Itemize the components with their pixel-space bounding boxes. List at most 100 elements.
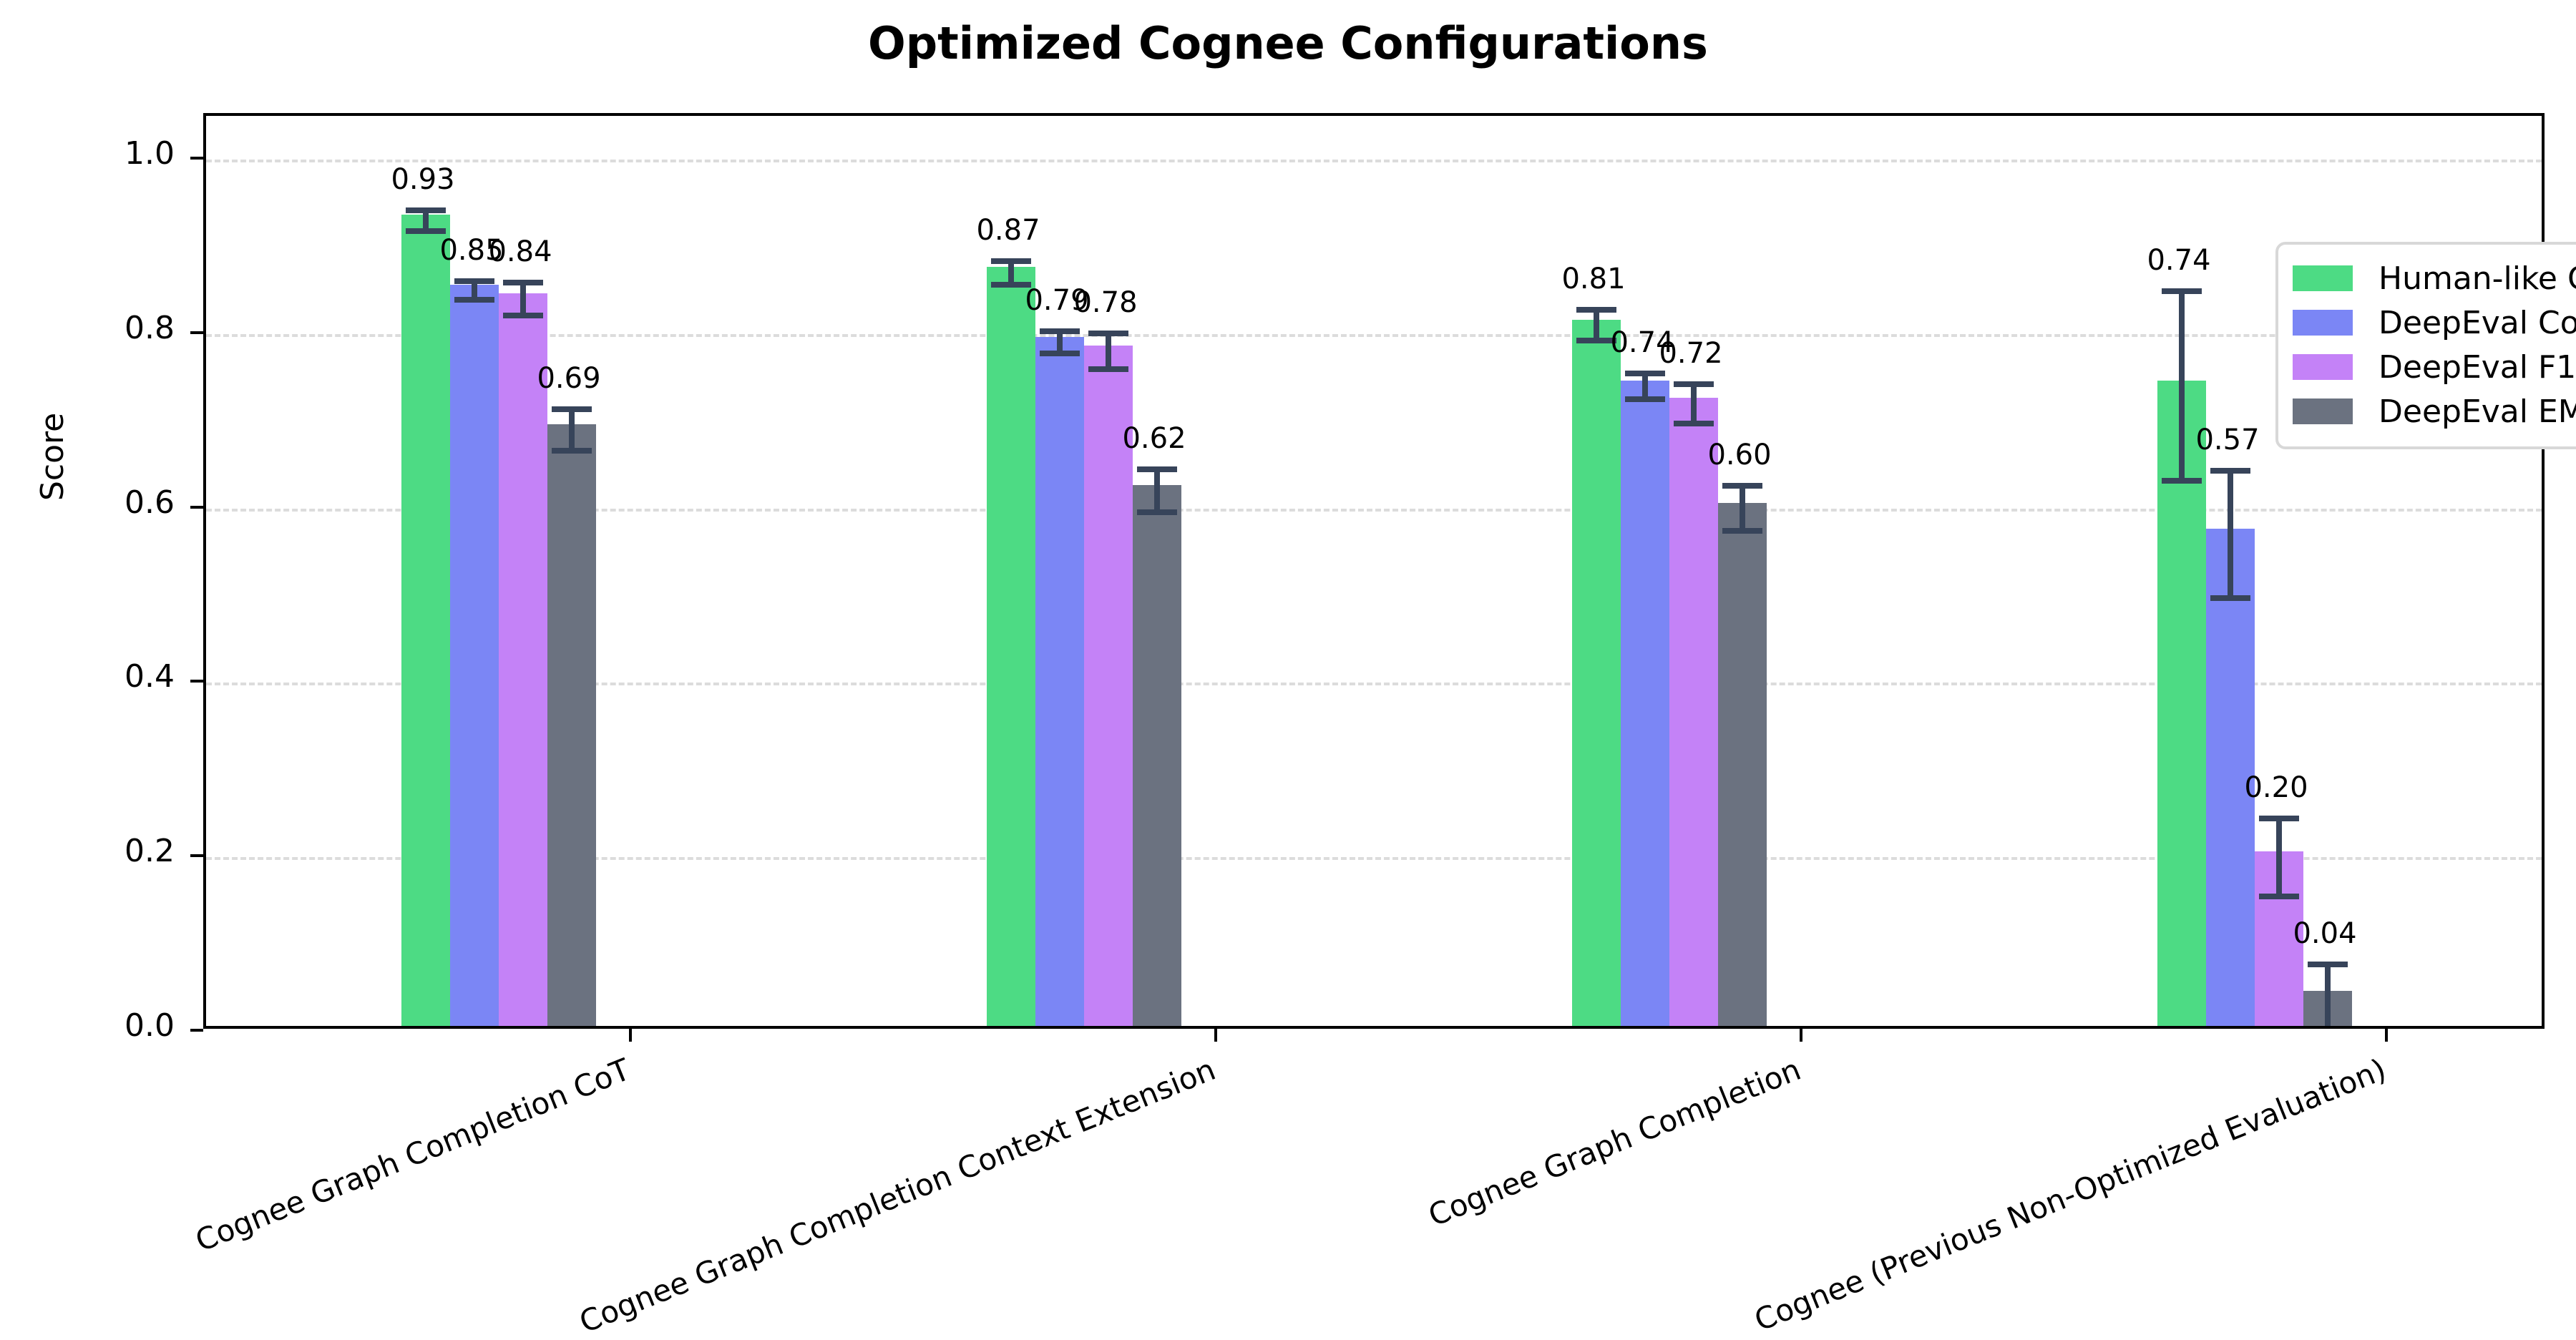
error-bar-cap-bottom [1576,338,1616,344]
bar-value-label: 0.20 [2244,771,2308,804]
bar[interactable] [1133,485,1181,1026]
legend-color-swatch [2293,398,2353,424]
legend-item[interactable]: DeepEval EM [2293,389,2576,434]
bar[interactable] [1718,502,1767,1026]
error-bar-cap-bottom [1722,527,1762,534]
y-axis-tick-label: 0.0 [125,1007,175,1044]
error-bar-line [1740,483,1745,534]
error-bar-cap-bottom [1040,351,1080,357]
error-bar-cap-top [2162,288,2202,295]
error-bar-line [2325,962,2331,1026]
legend-item[interactable]: DeepEval F1 [2293,345,2576,389]
bar[interactable] [499,293,547,1026]
bar-value-label: 0.79 [1025,284,1089,318]
error-bar-cap-top [454,278,494,284]
error-bar-cap-bottom [1674,420,1714,426]
bar-value-label: 0.57 [2195,424,2260,457]
error-bar-cap-bottom [503,312,543,318]
error-bar-line [1594,306,1599,344]
y-axis-tick-label: 0.6 [125,484,175,521]
error-bar-cap-bottom [454,296,494,303]
x-axis-tick-label: Cognee Graph Completion [1423,1052,1806,1233]
plot-inner [206,116,2542,1026]
figure-canvas: Optimized Cognee Configurations Score 0.… [34,17,2576,1340]
error-bar-line [1154,466,1160,516]
error-bar-cap-top [991,258,1031,264]
error-bar-line [472,278,477,303]
error-bar-cap-top [1576,306,1616,313]
bar-value-label: 0.62 [1122,422,1186,456]
bar[interactable] [1572,319,1621,1026]
bar-value-label: 0.74 [2147,244,2211,278]
error-bar-line [1057,328,1063,357]
legend-item-label: DeepEval F1 [2379,348,2576,386]
error-bar-cap-top [406,207,446,213]
error-bar-cap-bottom [1088,366,1128,373]
bar-value-label: 0.87 [976,213,1040,247]
legend-item[interactable]: Human-like Correctness [2293,256,2576,300]
error-bar-cap-bottom [2210,595,2250,601]
gridline [206,159,2542,162]
legend-item-label: DeepEval Correctness [2379,304,2576,341]
bar[interactable] [987,267,1035,1026]
bar-value-label: 0.60 [1707,439,1772,472]
bar[interactable] [1621,380,1669,1026]
bar[interactable] [401,215,450,1026]
error-bar-line [1642,370,1648,402]
x-axis-tick-label: Cognee (Previous Non-Optimized Evaluatio… [1750,1052,2391,1339]
bar-value-label: 0.69 [537,361,601,395]
bar-value-label: 0.81 [1561,262,1626,295]
error-bar-cap-top [2210,468,2250,474]
error-bar-cap-bottom [991,282,1031,288]
error-bar-cap-top [552,406,592,412]
legend-item-label: DeepEval EM [2379,393,2576,430]
bar[interactable] [1669,398,1718,1026]
gridline [206,857,2542,861]
error-bar-line [2179,288,2185,484]
error-bar-cap-bottom [406,228,446,234]
bar[interactable] [1084,346,1133,1026]
plot-area: Human-like Correctness DeepEval Correctne… [203,113,2576,1029]
y-axis-tick-label: 0.4 [125,658,175,695]
bar-value-label: 0.78 [1073,285,1138,319]
y-axis-tick-mark [190,331,203,334]
error-bar-cap-top [503,280,543,286]
x-axis-tick-label: Cognee Graph Completion CoT [190,1052,635,1258]
bar-value-label: 0.85 [439,233,504,267]
legend-color-swatch [2293,265,2353,291]
bar-value-label: 0.04 [2293,917,2357,951]
y-axis-tick-label: 1.0 [125,135,175,172]
error-bar-cap-bottom [2259,893,2299,899]
y-axis-tick-mark [190,1029,203,1032]
legend-color-swatch [2293,354,2353,380]
legend-item[interactable]: DeepEval Correctness [2293,300,2576,345]
error-bar-cap-top [1040,328,1080,335]
error-bar-line [520,280,526,318]
bar[interactable] [547,424,596,1026]
error-bar-line [569,406,575,454]
x-axis-tick-mark [2385,1029,2388,1042]
error-bar-cap-bottom [2162,478,2202,484]
bar[interactable] [2206,529,2255,1026]
y-axis-tick-mark [190,680,203,683]
x-axis-tick-mark [1800,1029,1802,1042]
gridline [206,683,2542,686]
error-bar-cap-top [2259,815,2299,821]
error-bar-cap-top [2308,962,2348,968]
legend-item-label: Human-like Correctness [2379,260,2576,297]
bar[interactable] [2157,380,2206,1026]
error-bar-line [2276,815,2282,899]
error-bar-cap-bottom [552,447,592,454]
y-axis-tick-mark [190,156,203,160]
error-bar-cap-top [1722,483,1762,489]
bar-value-label: 0.93 [391,163,455,196]
bar-value-label: 0.72 [1659,336,1723,370]
gridline [206,508,2542,512]
x-axis-tick-mark [629,1029,632,1042]
bar[interactable] [1035,336,1084,1026]
x-axis-tick-mark [1214,1029,1217,1042]
legend-color-swatch [2293,310,2353,336]
chart-legend: Human-like Correctness DeepEval Correctne… [2275,242,2576,449]
error-bar-line [423,207,429,234]
bar[interactable] [450,284,499,1026]
